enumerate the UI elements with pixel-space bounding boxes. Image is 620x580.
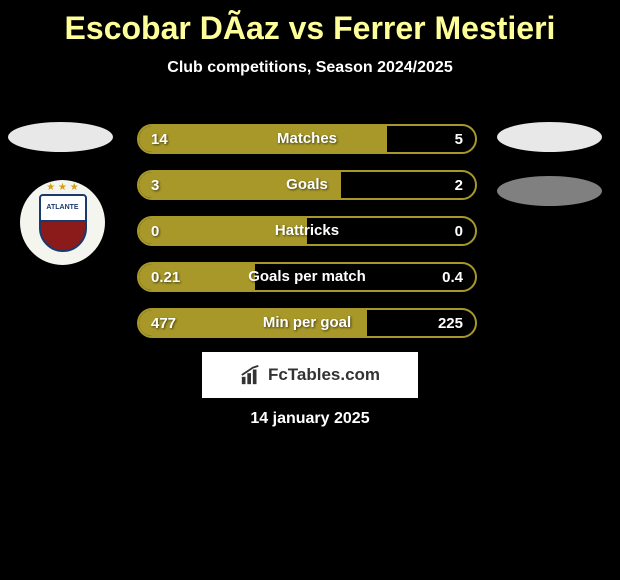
stat-row: 32Goals [137,170,477,200]
stat-bar-left: 477 [139,310,367,336]
stat-bar-left: 3 [139,172,341,198]
stat-row: 0.210.4Goals per match [137,262,477,292]
stat-row: 00Hattricks [137,216,477,246]
stat-bar-left: 0 [139,218,307,244]
club-stars: ★ ★ ★ [39,182,87,193]
page-title: Escobar DÃ­az vs Ferrer Mestieri [0,0,620,47]
stat-bar-left: 14 [139,126,387,152]
stat-row: 477225Min per goal [137,308,477,338]
stat-value-right: 0.4 [442,269,463,286]
chart-icon [240,364,262,386]
stat-bar-right: 2 [341,172,475,198]
stat-value-left: 0 [151,223,159,240]
player-oval-right-top [497,122,602,152]
club-badge: ★ ★ ★ ATLANTE [20,180,105,265]
player-oval-left [8,122,113,152]
stat-value-right: 225 [438,315,463,332]
stat-value-left: 3 [151,177,159,194]
date-label: 14 january 2025 [0,410,620,428]
player-oval-right-bottom [497,176,602,206]
stat-row: 145Matches [137,124,477,154]
subtitle: Club competitions, Season 2024/2025 [0,59,620,77]
stat-bar-right: 0.4 [255,264,475,290]
club-name-label: ATLANTE [39,194,87,222]
stat-value-left: 14 [151,131,168,148]
stat-value-left: 0.21 [151,269,180,286]
stat-bar-right: 225 [367,310,475,336]
stat-bar-right: 5 [387,126,475,152]
stat-value-right: 0 [455,223,463,240]
stat-value-left: 477 [151,315,176,332]
stat-value-right: 5 [455,131,463,148]
branding-box: FcTables.com [202,352,418,398]
club-shield-lower [39,220,87,252]
branding-text: FcTables.com [268,365,380,385]
club-shield: ★ ★ ★ ATLANTE [39,194,87,252]
stat-value-right: 2 [455,177,463,194]
stat-bar-left: 0.21 [139,264,255,290]
stat-bar-right: 0 [307,218,475,244]
stats-container: 145Matches32Goals00Hattricks0.210.4Goals… [137,124,477,354]
